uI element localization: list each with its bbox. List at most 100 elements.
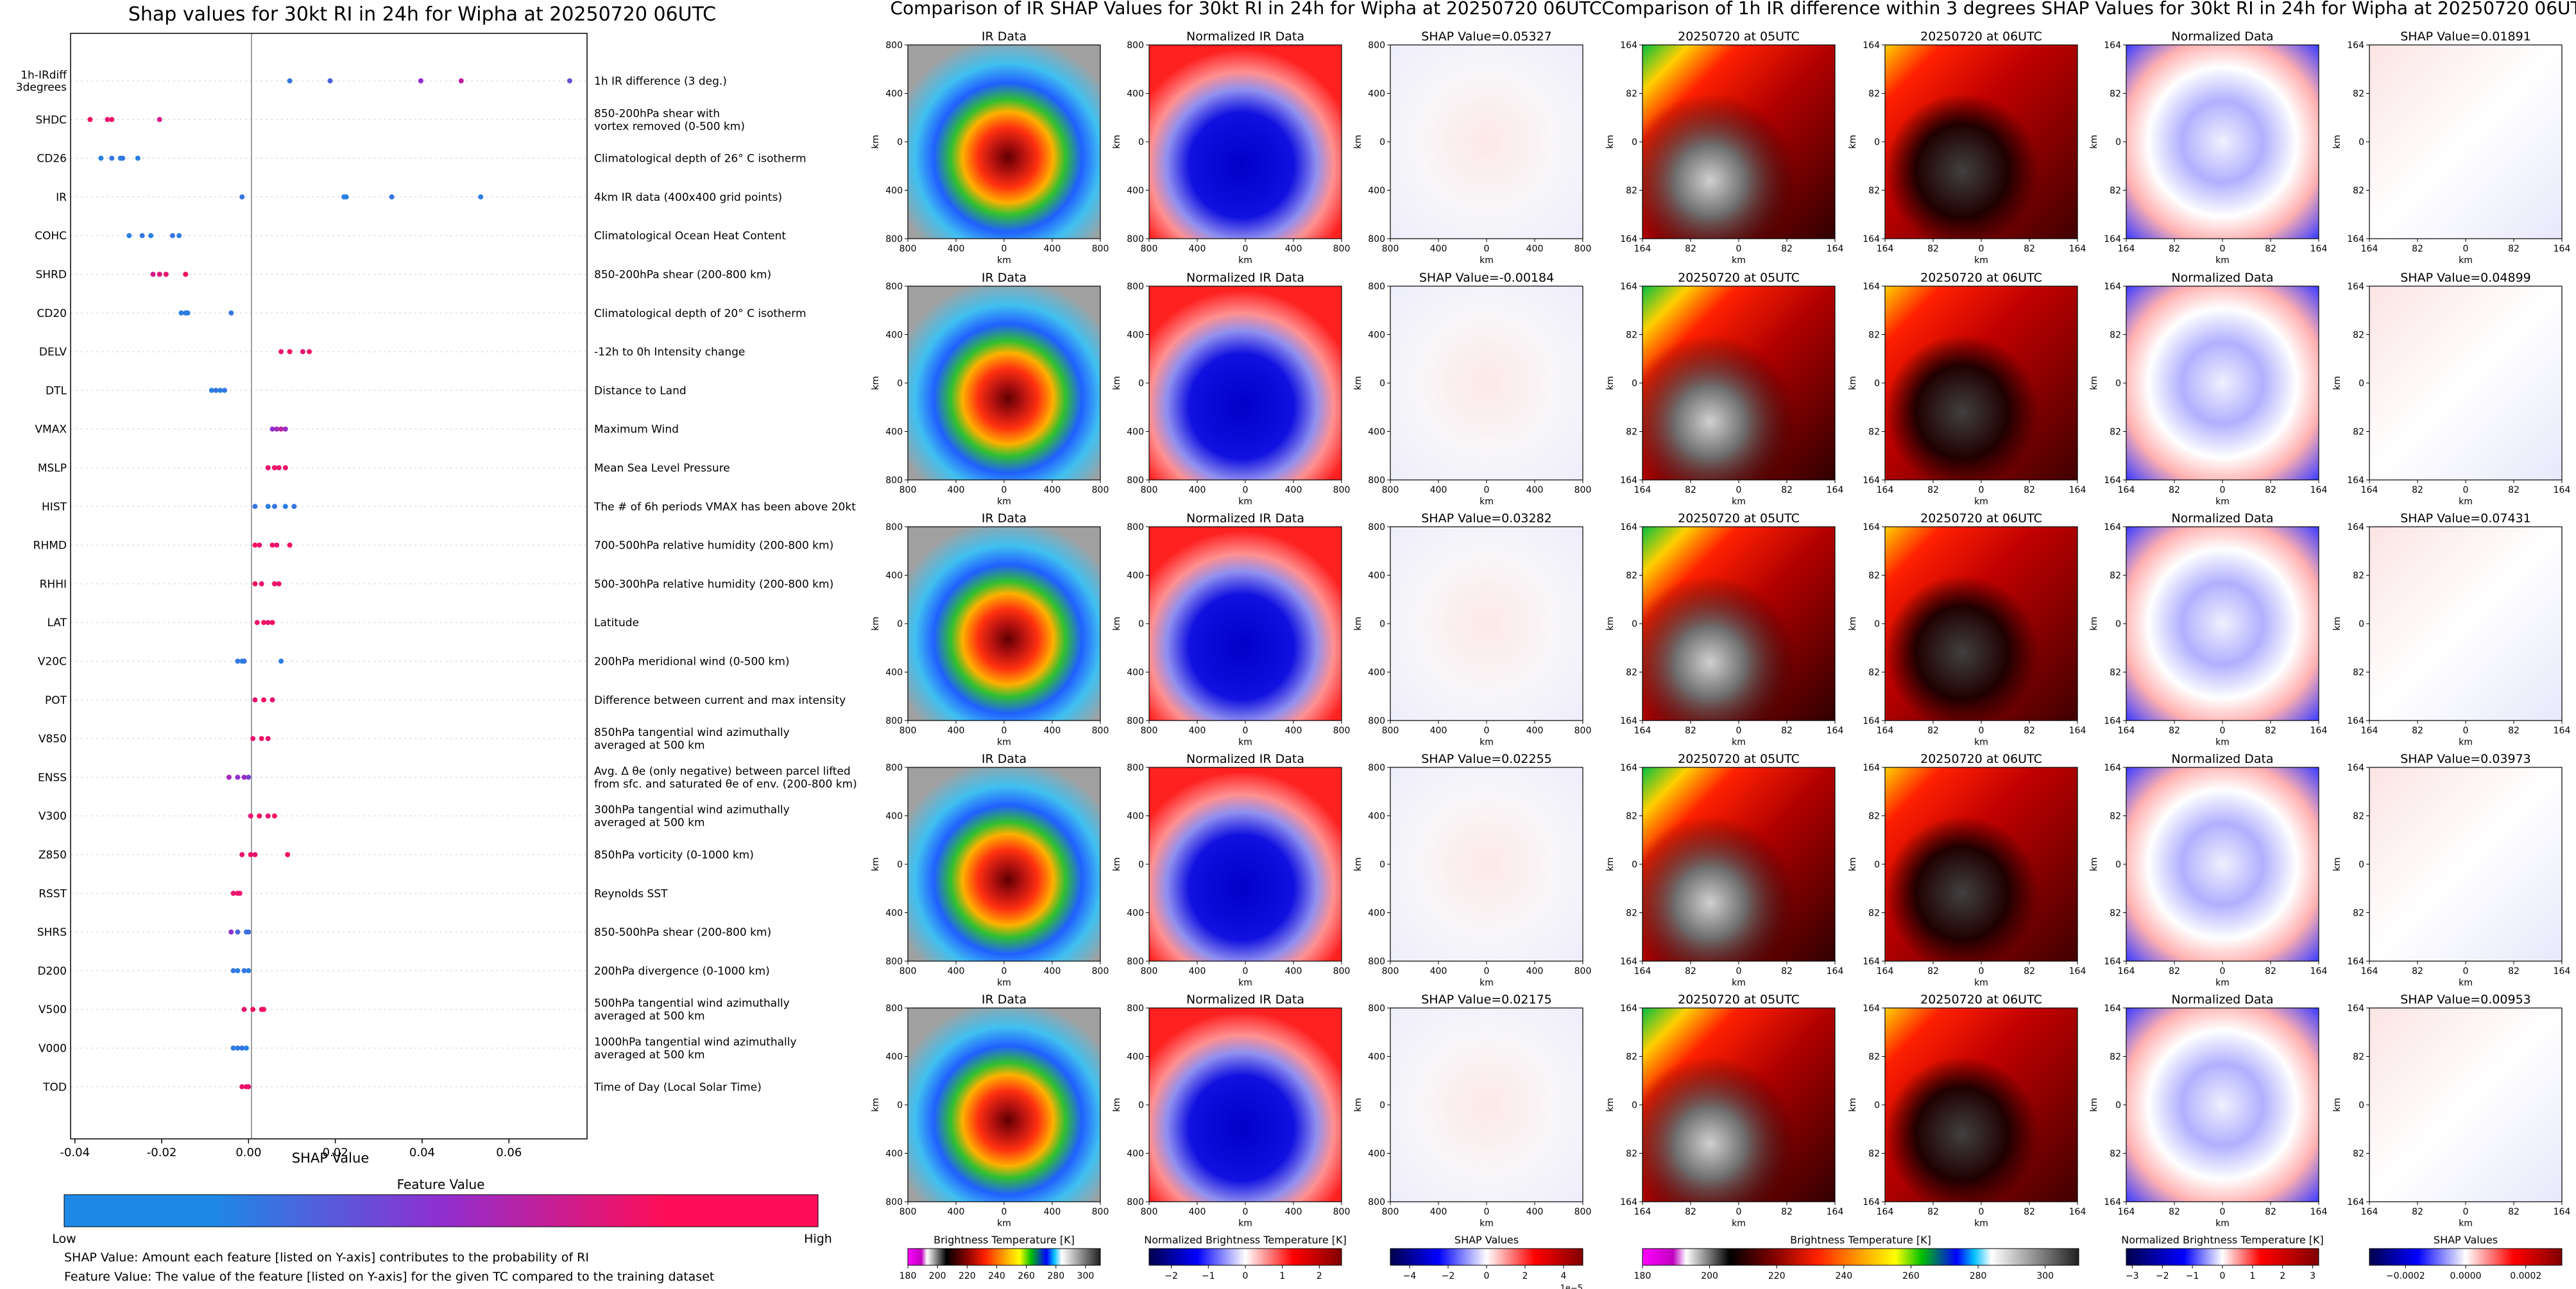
- y-tick-label: 0: [1138, 1100, 1144, 1111]
- x-tick-label: 800: [1092, 485, 1109, 495]
- shap-point: [243, 1045, 249, 1051]
- panel-title: 20250720 at 06UTC: [1920, 271, 2042, 285]
- colorbar: Brightness Temperature [K] 180 200 220 240 26…: [1634, 1234, 2079, 1281]
- beeswarm-axes-frame: [70, 33, 588, 1140]
- shap-point: [246, 774, 252, 780]
- shap-point: [271, 465, 277, 470]
- colorbar-tick-label: 1: [1279, 1271, 1285, 1281]
- y-axis-label: km: [871, 1098, 881, 1112]
- y-tick-label: 82: [1868, 668, 1880, 678]
- y-tick-label: 164: [2347, 763, 2364, 773]
- y-axis-label: km: [1605, 376, 1616, 390]
- feature-description: Mean Sea Level Pressure: [594, 462, 730, 475]
- y-tick-label: 82: [2353, 89, 2364, 99]
- panel-image: [1390, 1008, 1583, 1202]
- y-tick-label: 0: [2115, 1100, 2121, 1111]
- y-tick-label: 0: [2115, 137, 2121, 148]
- y-axis-label: km: [1353, 376, 1363, 390]
- colorbar-tick-label: 200: [929, 1271, 946, 1281]
- x-tick-label: 164: [2554, 485, 2571, 495]
- shap-point: [241, 968, 247, 973]
- colorbar-tick-label: 180: [1634, 1271, 1651, 1281]
- panel-shap: SHAP Value=0.032828008004004000040040080…: [1353, 511, 1591, 747]
- x-tick-label: 400: [1430, 485, 1447, 495]
- shap-point: [239, 852, 245, 857]
- panel-image-overlay: [1885, 1008, 2077, 1202]
- feature-description: 700-500hPa relative humidity (200-800 km…: [594, 540, 833, 552]
- x-tick-label: 400: [1526, 726, 1544, 736]
- y-tick-label: 82: [1868, 186, 1880, 196]
- y-tick-label: 164: [2104, 957, 2121, 967]
- x-tick-label: 82: [2169, 726, 2180, 736]
- x-tick-label: 82: [2024, 244, 2035, 254]
- shap-point: [185, 310, 191, 316]
- x-axis-label: km: [1974, 978, 1988, 988]
- x-tick-label: 82: [1685, 726, 1696, 736]
- y-tick-label: 82: [1626, 330, 1637, 341]
- shap-point: [300, 349, 305, 355]
- panel-nd: Normalized Data1641648282008282164164kmk…: [2089, 752, 2327, 988]
- x-tick-label: 0: [1243, 966, 1249, 977]
- shap-point: [252, 504, 258, 509]
- shap-point: [120, 155, 126, 161]
- feature-description: 300hPa tangential wind azimuthally averag…: [594, 804, 790, 830]
- x-tick-label: 82: [2024, 966, 2035, 977]
- y-tick-label: 164: [1863, 763, 1880, 773]
- shap-point: [257, 542, 262, 548]
- colorbar-tick-label: 200: [1701, 1271, 1718, 1281]
- shap-point: [287, 78, 293, 83]
- x-axis-label: km: [997, 978, 1011, 988]
- shap-point: [150, 271, 156, 277]
- x-tick-label: 0: [1979, 244, 1984, 254]
- panel-t05: 20250720 at 05UTC1641648282008282164164k…: [1605, 511, 1843, 747]
- y-tick-label: 0: [2358, 1100, 2364, 1111]
- y-tick-label: 400: [885, 909, 903, 919]
- x-tick-label: 0: [1243, 485, 1249, 495]
- y-tick-label: 82: [2353, 186, 2364, 196]
- feature-label: POT: [45, 694, 67, 707]
- shap-point: [105, 117, 110, 123]
- panel-sd: SHAP Value=0.009531641648282008282164164…: [2332, 993, 2570, 1229]
- panel-title: SHAP Value=0.03282: [1421, 511, 1552, 525]
- y-tick-label: 400: [885, 89, 903, 99]
- colorbar-label: Normalized Brightness Temperature [K]: [2121, 1234, 2324, 1246]
- y-tick-label: 0: [1874, 619, 1880, 629]
- shap-point: [269, 542, 275, 548]
- panel-image: [2126, 527, 2319, 721]
- y-tick-label: 82: [2353, 427, 2364, 438]
- y-tick-label: 82: [2353, 668, 2364, 678]
- x-axis-label: km: [2459, 1218, 2473, 1229]
- y-tick-label: 164: [2347, 522, 2364, 533]
- x-tick-label: 400: [1189, 244, 1206, 254]
- y-axis-label: km: [1605, 1098, 1616, 1112]
- y-tick-label: 164: [1620, 40, 1637, 51]
- x-tick-label: 800: [1092, 726, 1109, 736]
- panel-shap: SHAP Value=0.053278008004004000040040080…: [1353, 30, 1591, 266]
- y-tick-label: 82: [1626, 571, 1637, 581]
- panel-title: 20250720 at 05UTC: [1678, 30, 1800, 44]
- x-tick-label: 0: [1979, 726, 1984, 736]
- panel-sd: SHAP Value=0.039731641648282008282164164…: [2332, 752, 2570, 988]
- shap-point: [287, 349, 293, 355]
- x-axis-label: km: [997, 737, 1011, 747]
- x-tick-label: 800: [1092, 1207, 1109, 1217]
- y-tick-label: 164: [2104, 282, 2121, 292]
- y-tick-label: 400: [1127, 186, 1144, 196]
- x-tick-label: 82: [1781, 485, 1793, 495]
- panel-title: SHAP Value=0.05327: [1421, 30, 1552, 44]
- x-tick-label: 400: [948, 966, 965, 977]
- x-tick-label: 0.04: [409, 1146, 435, 1159]
- x-tick-label: 800: [900, 485, 917, 495]
- feature-description: 200hPa divergence (0-1000 km): [594, 965, 770, 978]
- x-tick-label: 164: [2361, 966, 2378, 977]
- x-tick-label: 164: [2069, 1207, 2086, 1217]
- shap-point: [261, 697, 267, 703]
- feature-label: V300: [38, 810, 67, 823]
- feature-labels: 1h-IRdiff 3degrees SHDC CD26 IR COHC SHRD CD20 D…: [16, 69, 68, 1094]
- feature-label: DELV: [39, 346, 67, 359]
- shap-point: [261, 620, 267, 626]
- y-tick-label: 82: [1626, 909, 1637, 919]
- y-tick-label: 164: [1863, 40, 1880, 51]
- y-axis-label: km: [871, 617, 881, 631]
